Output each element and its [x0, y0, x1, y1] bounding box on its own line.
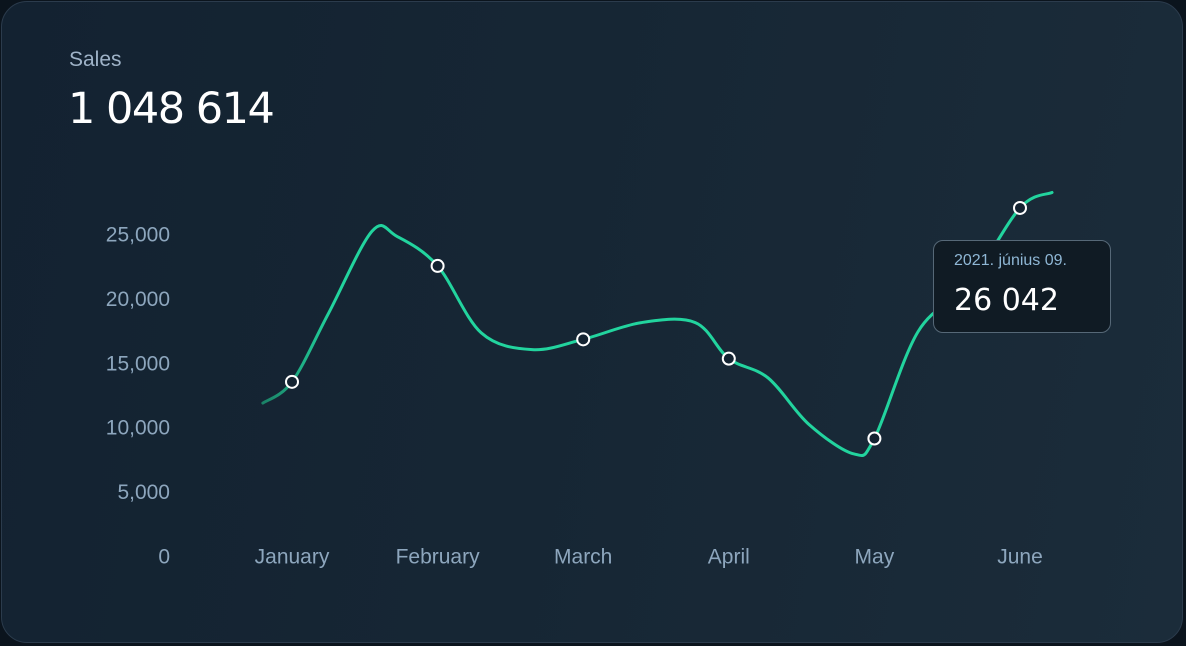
x-tick-label: May: [855, 546, 895, 569]
y-tick-label: 20,000: [106, 288, 170, 311]
data-point-marker[interactable]: [430, 258, 445, 273]
x-axis: January February March April May June: [255, 546, 1043, 569]
card-title: Sales: [69, 48, 122, 71]
tooltip-date: 2021. június 09.: [954, 252, 1067, 269]
data-point-marker[interactable]: [576, 332, 591, 347]
sales-total: 1 048 614: [68, 84, 275, 134]
data-point-marker[interactable]: [867, 431, 882, 446]
y-axis: 0 5,000 10,000 15,000 20,000 25,000: [106, 224, 170, 569]
y-tick-label: 15,000: [106, 352, 170, 375]
x-tick-label: April: [708, 546, 750, 569]
y-tick-label: 10,000: [106, 417, 170, 440]
y-tick-label: 0: [158, 546, 170, 569]
sales-series-line: [261, 190, 1054, 457]
data-markers: [285, 200, 1027, 446]
data-point-marker[interactable]: [721, 351, 736, 366]
data-point-marker[interactable]: [285, 374, 299, 389]
y-tick-label: 5,000: [117, 481, 170, 504]
x-tick-label: January: [255, 546, 330, 569]
tooltip-value: 26 042: [954, 283, 1059, 318]
x-tick-label: February: [396, 546, 481, 569]
data-point-marker[interactable]: [1013, 200, 1027, 215]
x-tick-label: March: [554, 546, 612, 569]
chart-tooltip: 2021. június 09. 26 042: [933, 240, 1111, 333]
x-tick-label: June: [997, 546, 1043, 569]
y-tick-label: 25,000: [106, 224, 170, 247]
